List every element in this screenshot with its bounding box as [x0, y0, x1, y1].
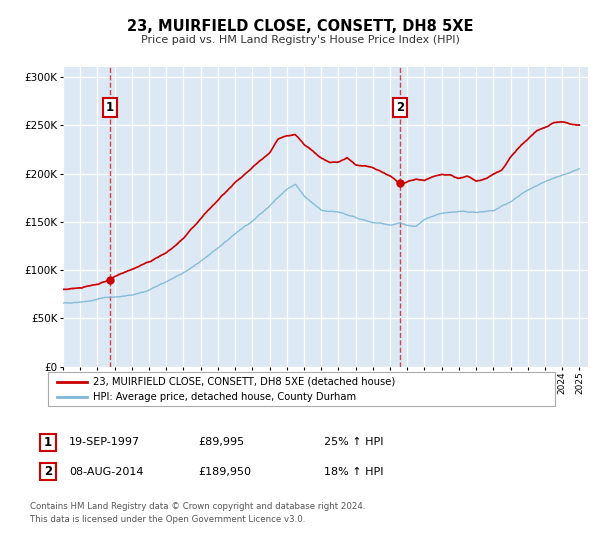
Text: 2: 2 [44, 465, 52, 478]
Text: 18% ↑ HPI: 18% ↑ HPI [324, 466, 383, 477]
Text: Contains HM Land Registry data © Crown copyright and database right 2024.: Contains HM Land Registry data © Crown c… [30, 502, 365, 511]
Text: 23, MUIRFIELD CLOSE, CONSETT, DH8 5XE (detached house): 23, MUIRFIELD CLOSE, CONSETT, DH8 5XE (d… [93, 377, 395, 387]
Text: 1: 1 [44, 436, 52, 449]
Text: 2: 2 [397, 101, 404, 114]
Text: Price paid vs. HM Land Registry's House Price Index (HPI): Price paid vs. HM Land Registry's House … [140, 35, 460, 45]
Text: £189,950: £189,950 [198, 466, 251, 477]
Text: 1: 1 [106, 101, 114, 114]
Text: 19-SEP-1997: 19-SEP-1997 [69, 437, 140, 447]
Text: £89,995: £89,995 [198, 437, 244, 447]
Text: 25% ↑ HPI: 25% ↑ HPI [324, 437, 383, 447]
Text: This data is licensed under the Open Government Licence v3.0.: This data is licensed under the Open Gov… [30, 515, 305, 524]
Text: HPI: Average price, detached house, County Durham: HPI: Average price, detached house, Coun… [93, 391, 356, 402]
Text: 08-AUG-2014: 08-AUG-2014 [69, 466, 143, 477]
Text: 23, MUIRFIELD CLOSE, CONSETT, DH8 5XE: 23, MUIRFIELD CLOSE, CONSETT, DH8 5XE [127, 20, 473, 34]
